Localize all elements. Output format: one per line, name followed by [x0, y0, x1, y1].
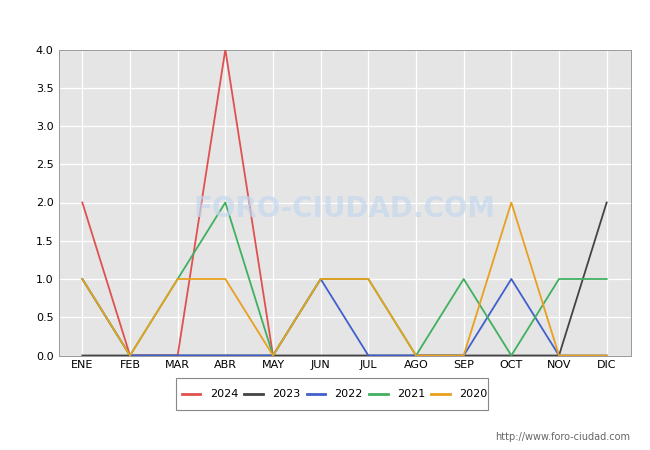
2020: [460, 353, 467, 358]
2021: [174, 276, 181, 282]
2023: [126, 353, 134, 358]
2021: [555, 276, 563, 282]
2022: [79, 276, 86, 282]
2022: [412, 353, 420, 358]
2022: [126, 353, 134, 358]
2021: [508, 353, 515, 358]
2020: [508, 200, 515, 205]
Line: 2021: 2021: [83, 202, 606, 356]
2021: [365, 276, 372, 282]
2023: [365, 353, 372, 358]
2021: [412, 353, 420, 358]
Line: 2022: 2022: [83, 279, 606, 356]
2020: [412, 353, 420, 358]
Text: http://www.foro-ciudad.com: http://www.foro-ciudad.com: [495, 432, 630, 442]
2022: [555, 353, 563, 358]
2020: [222, 276, 229, 282]
2022: [508, 276, 515, 282]
2024: [269, 353, 277, 358]
2021: [317, 276, 324, 282]
2020: [79, 276, 86, 282]
Text: Matriculaciones de Vehiculos en Torrijo del Campo: Matriculaciones de Vehiculos en Torrijo …: [117, 11, 533, 29]
2023: [222, 353, 229, 358]
2022: [174, 353, 181, 358]
2022: [603, 353, 610, 358]
Text: 2020: 2020: [460, 389, 488, 399]
2024: [174, 353, 181, 358]
2024: [126, 353, 134, 358]
2020: [365, 276, 372, 282]
Line: 2024: 2024: [83, 50, 273, 356]
2022: [460, 353, 467, 358]
2020: [269, 353, 277, 358]
2020: [174, 276, 181, 282]
2021: [126, 353, 134, 358]
2021: [460, 276, 467, 282]
2020: [603, 353, 610, 358]
2023: [603, 200, 610, 205]
Text: FORO-CIUDAD.COM: FORO-CIUDAD.COM: [194, 194, 495, 223]
2024: [79, 200, 86, 205]
2022: [365, 353, 372, 358]
2021: [79, 276, 86, 282]
2020: [555, 353, 563, 358]
2021: [222, 200, 229, 205]
2022: [317, 276, 324, 282]
2023: [555, 353, 563, 358]
2021: [603, 276, 610, 282]
2022: [269, 353, 277, 358]
2024: [222, 47, 229, 52]
Text: 2023: 2023: [272, 389, 300, 399]
2022: [222, 353, 229, 358]
2021: [269, 353, 277, 358]
2023: [460, 353, 467, 358]
2020: [126, 353, 134, 358]
Line: 2020: 2020: [83, 202, 606, 356]
2023: [174, 353, 181, 358]
2023: [508, 353, 515, 358]
2020: [317, 276, 324, 282]
2023: [317, 353, 324, 358]
2023: [412, 353, 420, 358]
Text: 2021: 2021: [397, 389, 425, 399]
Text: 2024: 2024: [210, 389, 238, 399]
Line: 2023: 2023: [83, 202, 606, 356]
Text: 2022: 2022: [335, 389, 363, 399]
2023: [269, 353, 277, 358]
2023: [79, 353, 86, 358]
